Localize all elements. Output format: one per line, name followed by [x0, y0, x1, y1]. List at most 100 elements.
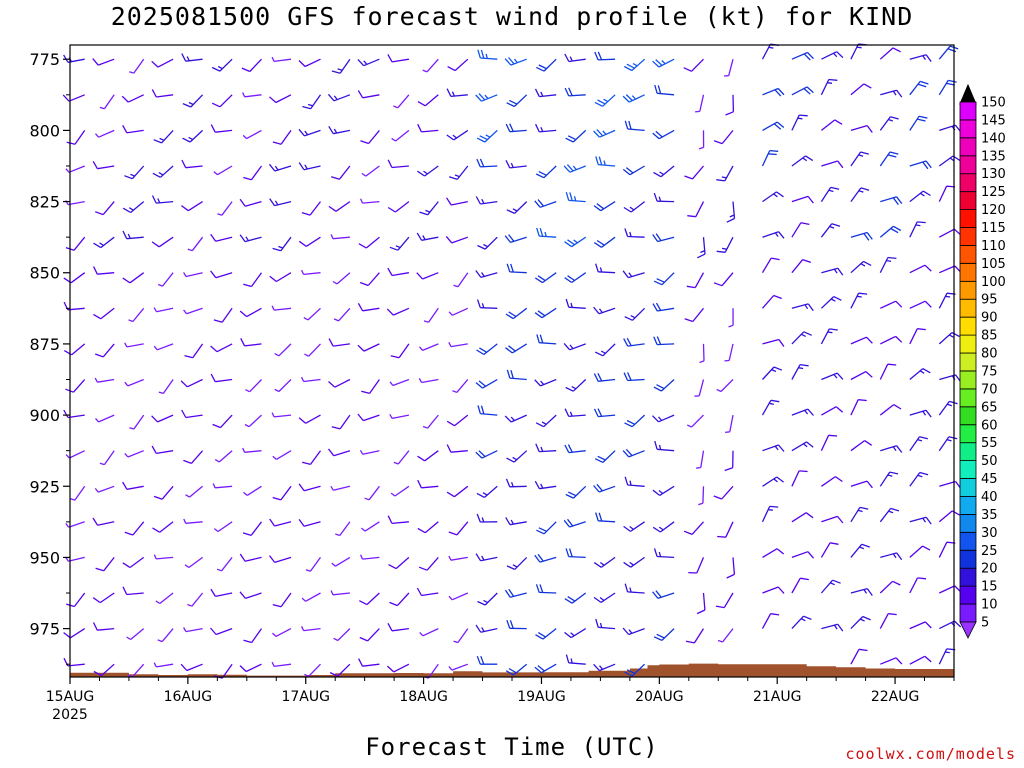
barb-half-flag [540, 91, 544, 97]
barb-half-flag [510, 162, 514, 168]
barb-half-flag [892, 553, 897, 559]
wind-barb [330, 590, 350, 596]
barb-flag [947, 48, 957, 53]
barb-half-flag [481, 303, 485, 309]
wind-barb [92, 517, 115, 526]
wind-barb [129, 58, 145, 74]
barb-half-flag [599, 622, 603, 628]
barb-half-flag [886, 259, 892, 262]
barb-flag [268, 555, 276, 563]
wind-barb [593, 483, 616, 493]
wind-barb [594, 94, 616, 107]
barb-staff [426, 556, 439, 571]
barb-flag [866, 125, 873, 133]
barb-half-flag [773, 478, 778, 483]
barb-staff [309, 201, 322, 216]
wind-barb [387, 201, 410, 213]
barb-flag [624, 671, 633, 677]
wind-barb [850, 151, 869, 167]
barb-flag [445, 235, 453, 244]
barb-half-flag [94, 487, 99, 493]
wind-barb [94, 377, 115, 383]
barb-staff [820, 296, 835, 309]
barb-staff [909, 472, 921, 487]
barb-staff [245, 663, 262, 673]
wind-barb [301, 201, 322, 216]
wind-barb [565, 379, 587, 392]
barb-staff [453, 129, 469, 141]
barb-half-flag [570, 632, 575, 637]
terrain [70, 663, 954, 677]
barb-half-flag [572, 165, 577, 171]
colorbar-label: 55 [981, 436, 998, 451]
barb-flag [686, 285, 696, 289]
barb-flag [920, 80, 929, 85]
barb-staff [821, 160, 838, 167]
wind-barb [723, 59, 734, 77]
barb-staff [725, 521, 734, 538]
wind-barb [909, 300, 932, 309]
barb-staff [156, 94, 174, 98]
barb-staff [185, 521, 203, 524]
wind-barb [477, 592, 498, 606]
wind-barb [153, 307, 174, 313]
barb-flag [807, 408, 814, 416]
wind-barb [124, 342, 144, 348]
barb-half-flag [481, 555, 485, 561]
barb-staff [187, 378, 203, 388]
barb-staff [310, 94, 322, 110]
wind-barb [358, 658, 380, 667]
barb-flag [66, 141, 76, 145]
credit-link[interactable]: coolwx.com/models [845, 745, 1016, 763]
colorbar-label: 120 [981, 203, 1006, 218]
barb-flag [387, 515, 393, 524]
barb-flag [504, 415, 512, 423]
barb-staff [185, 627, 203, 633]
barb-half-flag [947, 403, 953, 407]
wind-barb [417, 521, 439, 534]
wind-barb [243, 165, 263, 181]
barb-half-flag [573, 239, 578, 244]
barb-half-flag [945, 651, 950, 654]
barb-staff [938, 332, 953, 345]
barb-staff [880, 335, 896, 345]
wind-barb [820, 223, 841, 238]
barb-staff [131, 663, 145, 678]
barb-flag [655, 590, 662, 598]
wind-barb [157, 272, 174, 287]
wind-barb [564, 592, 587, 604]
barb-flag [888, 612, 897, 616]
barb-half-flag [513, 58, 518, 64]
barb-flag [508, 588, 515, 597]
wind-barb [652, 590, 675, 600]
barb-flag [504, 235, 512, 243]
barb-flag [298, 128, 305, 137]
barb-staff [879, 225, 894, 238]
barb-flag [799, 470, 808, 473]
barb-staff [275, 628, 292, 637]
barb-flag [858, 648, 868, 652]
barb-half-flag [304, 164, 308, 170]
barb-half-flag [99, 106, 105, 110]
barb-staff [276, 272, 292, 283]
wind-barb [761, 149, 779, 167]
barb-staff [391, 627, 409, 632]
barb-flag [328, 205, 337, 212]
wind-barb [329, 663, 351, 677]
barb-half-flag [483, 599, 489, 604]
wind-barb [505, 307, 528, 320]
barb-half-flag [569, 56, 573, 62]
barb-flag [598, 512, 603, 522]
barb-flag [713, 140, 723, 145]
wind-barb [359, 272, 380, 287]
barb-flag [866, 232, 873, 240]
wind-barb [821, 372, 844, 381]
wind-barb [623, 58, 646, 72]
barb-flag [243, 283, 252, 288]
barb-half-flag [802, 157, 808, 162]
barb-flag [476, 349, 485, 356]
barb-staff [189, 485, 204, 498]
wind-barb [183, 450, 204, 465]
colorbar-swatch [959, 406, 977, 426]
barb-flag [726, 217, 735, 223]
